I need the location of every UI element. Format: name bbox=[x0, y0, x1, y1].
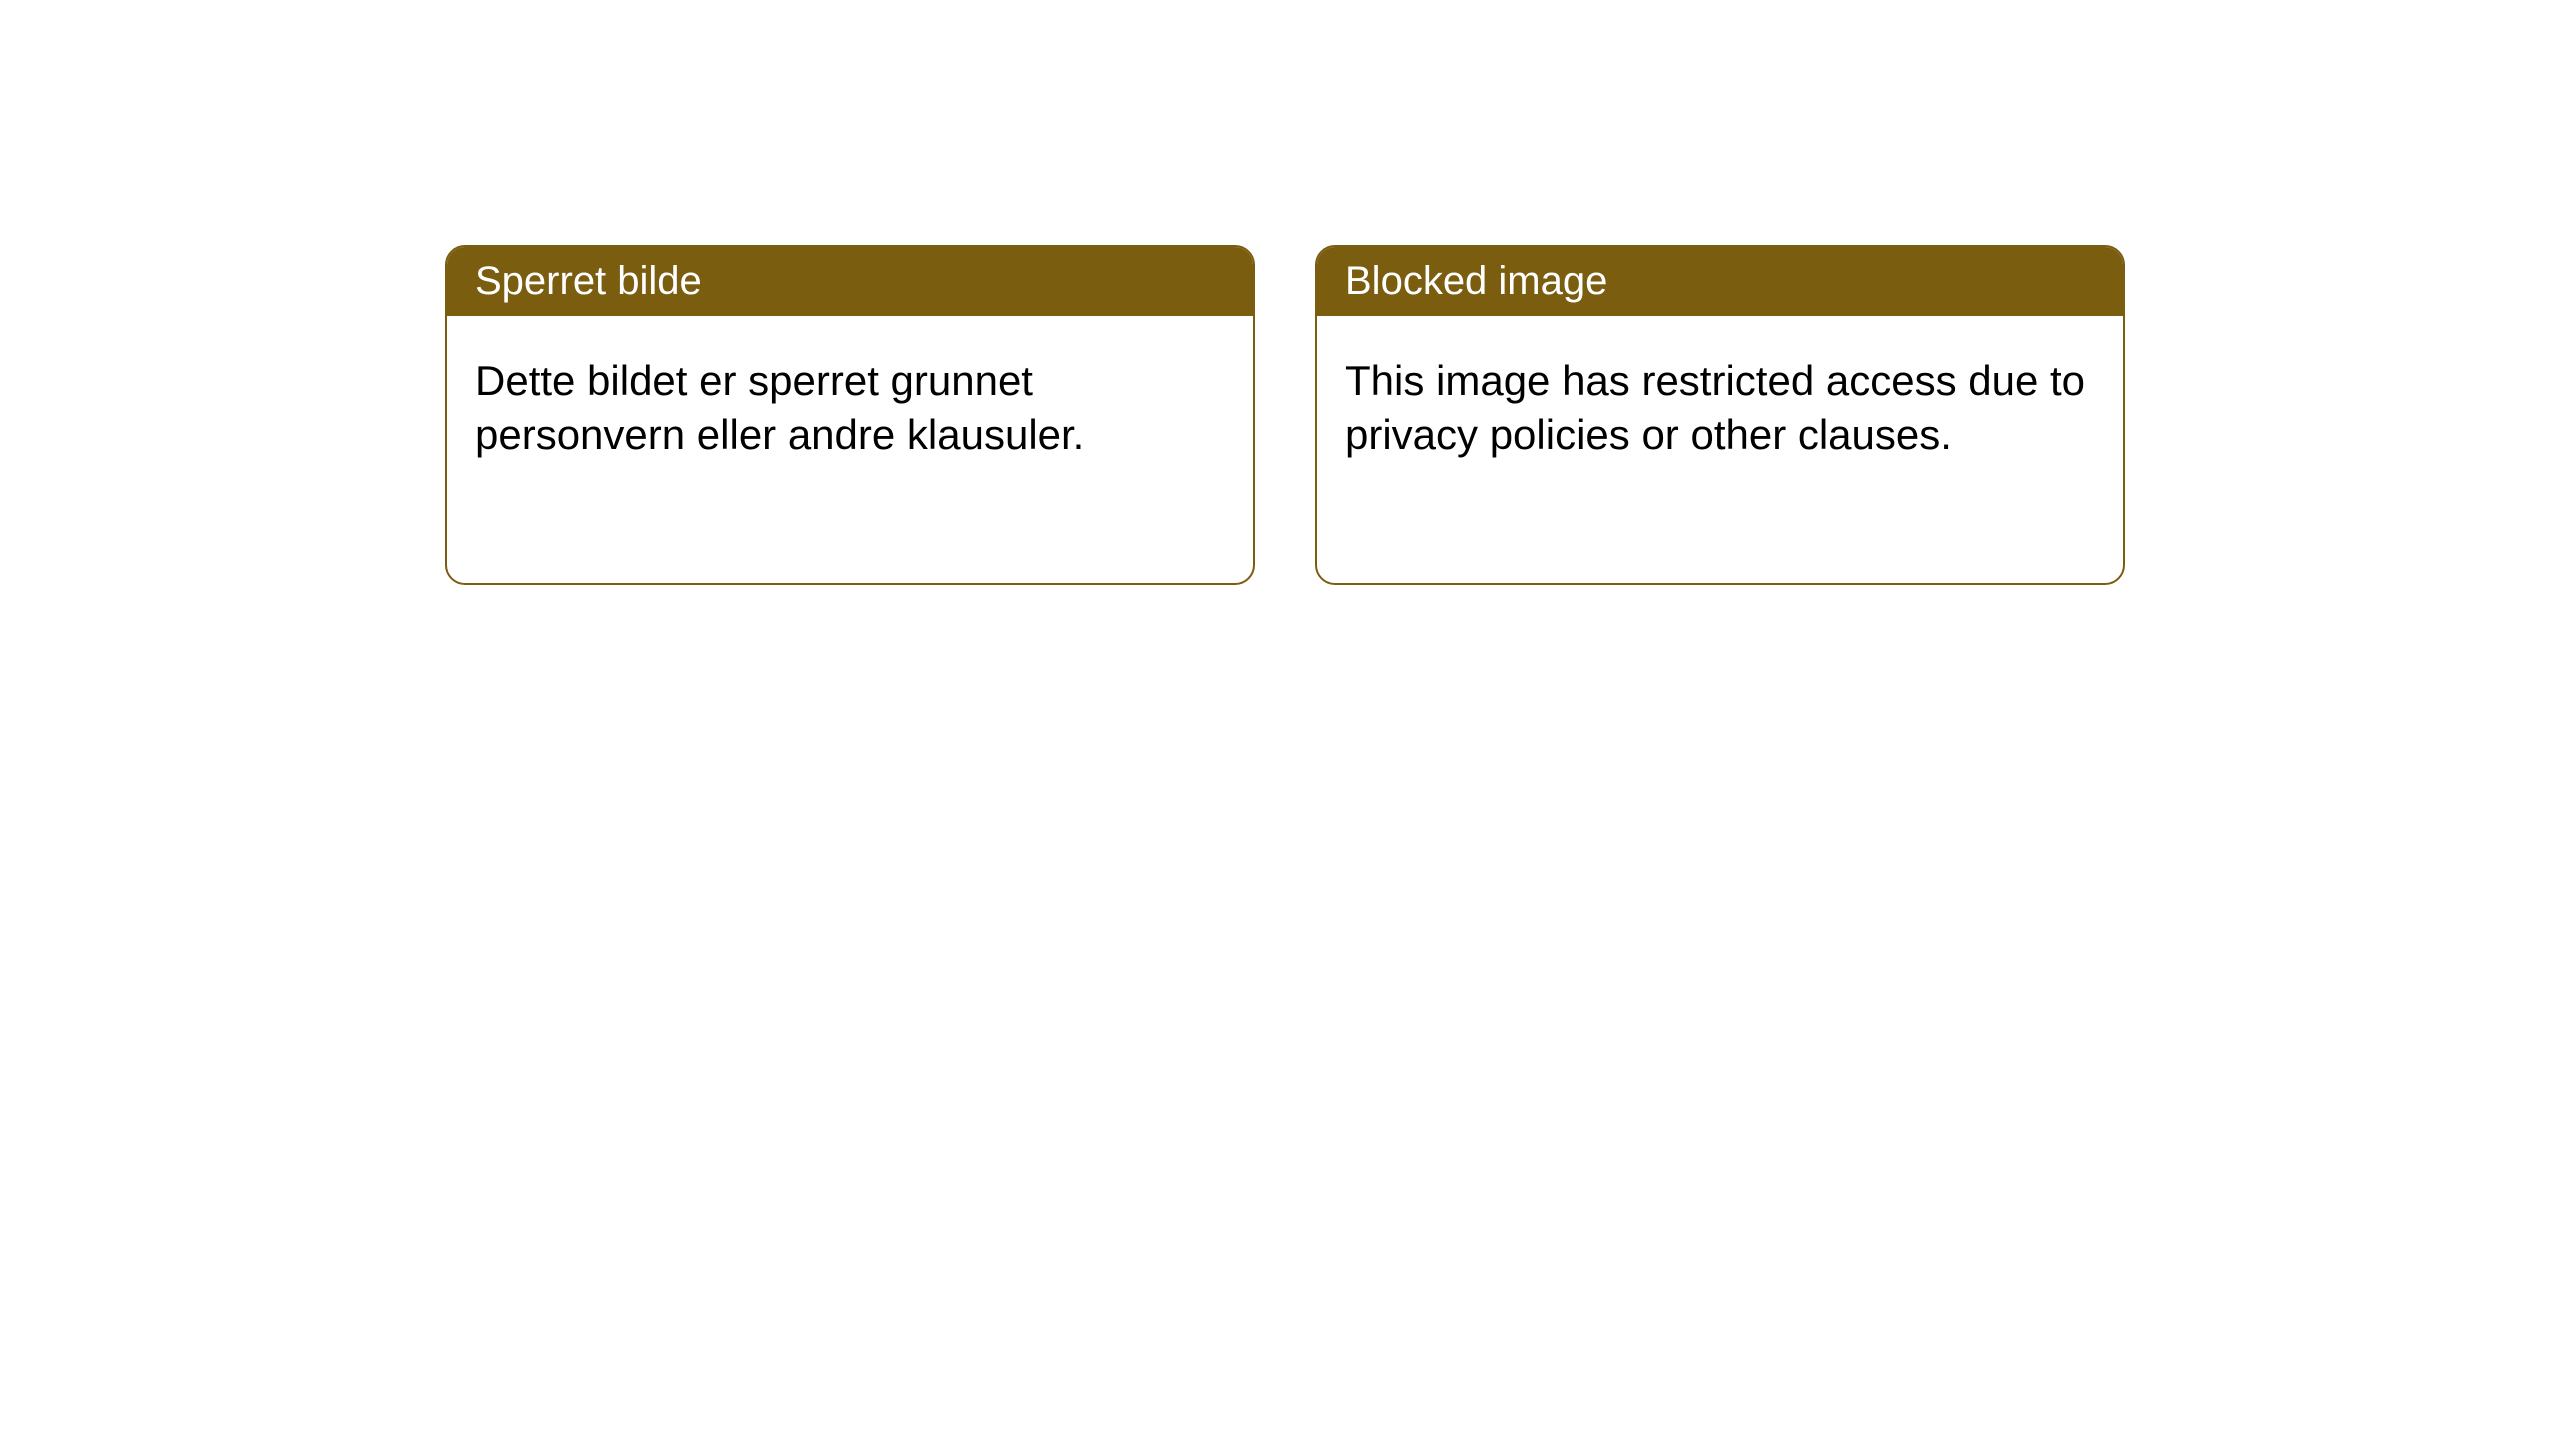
notice-container: Sperret bilde Dette bildet er sperret gr… bbox=[0, 0, 2560, 585]
notice-header-norwegian: Sperret bilde bbox=[447, 247, 1253, 316]
notice-body-norwegian: Dette bildet er sperret grunnet personve… bbox=[447, 316, 1253, 500]
notice-card-norwegian: Sperret bilde Dette bildet er sperret gr… bbox=[445, 245, 1255, 585]
notice-header-english: Blocked image bbox=[1317, 247, 2123, 316]
notice-body-english: This image has restricted access due to … bbox=[1317, 316, 2123, 500]
notice-card-english: Blocked image This image has restricted … bbox=[1315, 245, 2125, 585]
